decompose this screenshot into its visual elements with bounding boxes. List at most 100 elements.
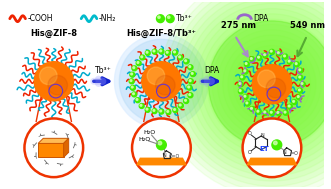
Text: His@ZIF-8: His@ZIF-8 xyxy=(30,29,77,38)
Circle shape xyxy=(228,40,316,128)
Circle shape xyxy=(166,110,171,115)
Text: N: N xyxy=(283,150,287,155)
Circle shape xyxy=(188,65,193,70)
Circle shape xyxy=(137,62,139,63)
Circle shape xyxy=(269,49,274,54)
Circle shape xyxy=(158,16,160,18)
Circle shape xyxy=(133,93,134,94)
Circle shape xyxy=(156,75,175,95)
Circle shape xyxy=(189,66,191,67)
Circle shape xyxy=(245,101,250,106)
Text: DPA: DPA xyxy=(253,14,268,23)
Circle shape xyxy=(202,14,331,155)
Circle shape xyxy=(48,75,68,95)
Text: =O: =O xyxy=(291,151,298,156)
Text: N: N xyxy=(260,133,264,138)
Text: C=O: C=O xyxy=(168,154,180,159)
Circle shape xyxy=(238,89,243,94)
Text: -NH₂: -NH₂ xyxy=(99,14,116,23)
Circle shape xyxy=(258,70,275,88)
Text: O: O xyxy=(248,131,251,136)
Circle shape xyxy=(238,82,243,87)
Circle shape xyxy=(157,140,166,150)
Circle shape xyxy=(190,72,195,77)
Circle shape xyxy=(283,54,288,59)
Circle shape xyxy=(185,99,186,101)
Circle shape xyxy=(244,70,246,72)
Circle shape xyxy=(223,35,321,134)
Circle shape xyxy=(212,24,331,144)
Circle shape xyxy=(174,51,175,53)
Circle shape xyxy=(178,55,183,60)
Circle shape xyxy=(276,111,281,116)
Circle shape xyxy=(263,53,268,58)
Text: DPA: DPA xyxy=(204,66,219,75)
Circle shape xyxy=(160,50,162,52)
Polygon shape xyxy=(136,158,187,165)
Circle shape xyxy=(130,72,135,77)
Circle shape xyxy=(239,90,241,91)
Circle shape xyxy=(153,50,155,52)
Text: Tb³⁺: Tb³⁺ xyxy=(176,14,193,23)
Circle shape xyxy=(284,55,285,57)
Circle shape xyxy=(264,111,266,113)
Circle shape xyxy=(179,56,180,58)
Circle shape xyxy=(145,50,150,55)
Circle shape xyxy=(147,67,165,85)
Circle shape xyxy=(136,99,138,100)
Text: 275 nm: 275 nm xyxy=(221,21,256,30)
Circle shape xyxy=(140,105,142,106)
Circle shape xyxy=(263,110,268,115)
Circle shape xyxy=(146,51,148,53)
Circle shape xyxy=(288,105,290,107)
Circle shape xyxy=(244,62,249,67)
Circle shape xyxy=(251,108,252,109)
Circle shape xyxy=(293,101,295,102)
Circle shape xyxy=(188,93,193,98)
Circle shape xyxy=(129,79,134,84)
Circle shape xyxy=(252,65,292,104)
Circle shape xyxy=(270,111,272,113)
Circle shape xyxy=(130,85,135,90)
Circle shape xyxy=(189,94,191,95)
Circle shape xyxy=(167,16,170,18)
Circle shape xyxy=(301,83,303,84)
Circle shape xyxy=(139,104,144,108)
Circle shape xyxy=(298,68,303,73)
Circle shape xyxy=(277,52,279,53)
Circle shape xyxy=(277,112,279,113)
Circle shape xyxy=(266,78,286,98)
Circle shape xyxy=(180,0,331,176)
Circle shape xyxy=(133,67,135,69)
Circle shape xyxy=(186,0,331,170)
Circle shape xyxy=(142,62,181,101)
Circle shape xyxy=(283,110,288,115)
Circle shape xyxy=(184,59,189,64)
Circle shape xyxy=(264,54,265,56)
Circle shape xyxy=(298,75,303,80)
Circle shape xyxy=(160,110,162,112)
Circle shape xyxy=(185,60,187,62)
Circle shape xyxy=(243,94,248,99)
Circle shape xyxy=(178,103,183,108)
Circle shape xyxy=(274,141,277,145)
Circle shape xyxy=(300,82,305,87)
Circle shape xyxy=(132,92,137,97)
Circle shape xyxy=(153,110,155,111)
Circle shape xyxy=(207,19,331,149)
Polygon shape xyxy=(64,138,69,157)
Circle shape xyxy=(159,109,164,114)
Circle shape xyxy=(287,59,292,64)
Text: Tb³⁺: Tb³⁺ xyxy=(95,66,112,75)
Text: O: O xyxy=(248,150,251,155)
Circle shape xyxy=(233,46,311,123)
Polygon shape xyxy=(38,143,64,157)
Circle shape xyxy=(196,9,331,160)
Text: -COOH: -COOH xyxy=(27,14,53,23)
Circle shape xyxy=(170,0,331,186)
Polygon shape xyxy=(38,138,69,143)
Circle shape xyxy=(159,49,164,54)
Circle shape xyxy=(189,80,191,81)
Circle shape xyxy=(292,100,297,105)
Circle shape xyxy=(167,111,168,112)
